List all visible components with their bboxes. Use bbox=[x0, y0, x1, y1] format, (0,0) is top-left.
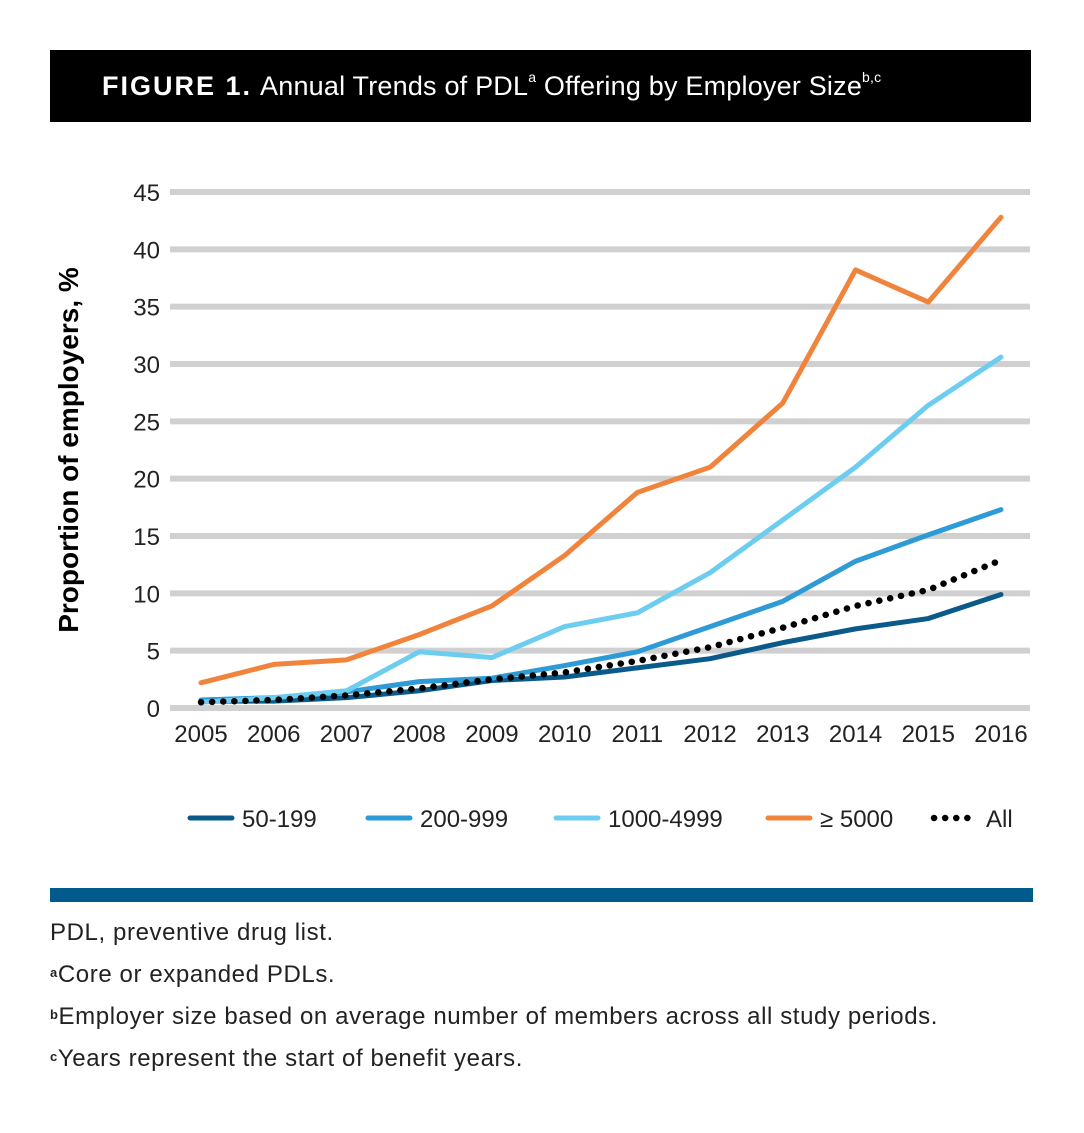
x-tick-label: 2007 bbox=[320, 721, 373, 748]
x-tick-label: 2009 bbox=[465, 721, 518, 748]
x-tick-label: 2016 bbox=[974, 721, 1027, 748]
footnote-b: bEmployer size based on average number o… bbox=[50, 998, 938, 1040]
footnote-text: Core or expanded PDLs. bbox=[57, 961, 336, 988]
footnote-abbrev: PDL, preventive drug list. bbox=[50, 914, 938, 956]
series-line-all bbox=[197, 556, 1005, 706]
figure-header: FIGURE 1. Annual Trends of PDLa Offering … bbox=[50, 50, 1031, 122]
y-tick-label: 15 bbox=[133, 524, 160, 551]
footnote-marker: c bbox=[50, 1049, 58, 1064]
y-tick-label: 20 bbox=[133, 467, 160, 494]
y-tick-label: 40 bbox=[133, 237, 160, 264]
divider-bar bbox=[50, 888, 1033, 902]
x-tick-label: 2014 bbox=[829, 721, 882, 748]
y-tick-label: 0 bbox=[147, 696, 160, 723]
legend-label: 50-199 bbox=[242, 806, 317, 833]
title-text: Annual Trends of PDL bbox=[260, 70, 529, 101]
footnote-c: cYears represent the start of benefit ye… bbox=[50, 1040, 938, 1082]
y-tick-label: 10 bbox=[133, 581, 160, 608]
y-tick-label: 25 bbox=[133, 409, 160, 436]
title-footnote-a: a bbox=[528, 68, 537, 85]
y-tick-label: 5 bbox=[147, 639, 160, 666]
footnote-marker: b bbox=[50, 1007, 59, 1022]
x-tick-label: 2011 bbox=[612, 721, 664, 748]
line-chart: 0 5 10 15 20 25 30 35 40 45 2005 2006 2007 2008 2009 20… bbox=[53, 180, 1030, 833]
legend-label: ≥ 5000 bbox=[820, 806, 893, 833]
footnotes: PDL, preventive drug list. aCore or expa… bbox=[50, 914, 938, 1082]
y-tick-label: 35 bbox=[133, 295, 160, 322]
footnote-text: Employer size based on average number of… bbox=[58, 1003, 939, 1030]
y-tick-label: 45 bbox=[133, 180, 160, 207]
series-line-5000 bbox=[198, 214, 1004, 686]
x-tick-label: 2006 bbox=[247, 721, 300, 748]
title-text-2: Offering by Employer Size bbox=[536, 70, 863, 101]
x-tick-label: 2015 bbox=[902, 721, 955, 748]
series-line-10004999 bbox=[198, 354, 1004, 705]
legend-label: 200-999 bbox=[420, 806, 508, 833]
figure-label: FIGURE 1. bbox=[102, 70, 253, 101]
x-tick-label: 2013 bbox=[756, 721, 809, 748]
footnote-a: aCore or expanded PDLs. bbox=[50, 956, 938, 998]
y-tick-label: 30 bbox=[133, 352, 160, 379]
footnote-marker: a bbox=[50, 965, 58, 980]
figure-title: FIGURE 1. Annual Trends of PDLa Offering … bbox=[50, 68, 882, 102]
x-tick-label: 2012 bbox=[683, 721, 736, 748]
title-footnote-bc: b,c bbox=[862, 68, 882, 85]
footnote-text: PDL, preventive drug list. bbox=[50, 919, 334, 946]
footnote-text: Years represent the start of benefit yea… bbox=[57, 1045, 524, 1072]
x-tick-label: 2008 bbox=[392, 721, 445, 748]
y-axis-label: Proportion of employers, % bbox=[53, 267, 84, 633]
legend-label: 1000-4999 bbox=[608, 806, 723, 833]
legend-label: All bbox=[986, 806, 1013, 833]
x-tick-label: 2005 bbox=[174, 721, 227, 748]
x-tick-label: 2010 bbox=[538, 721, 591, 748]
